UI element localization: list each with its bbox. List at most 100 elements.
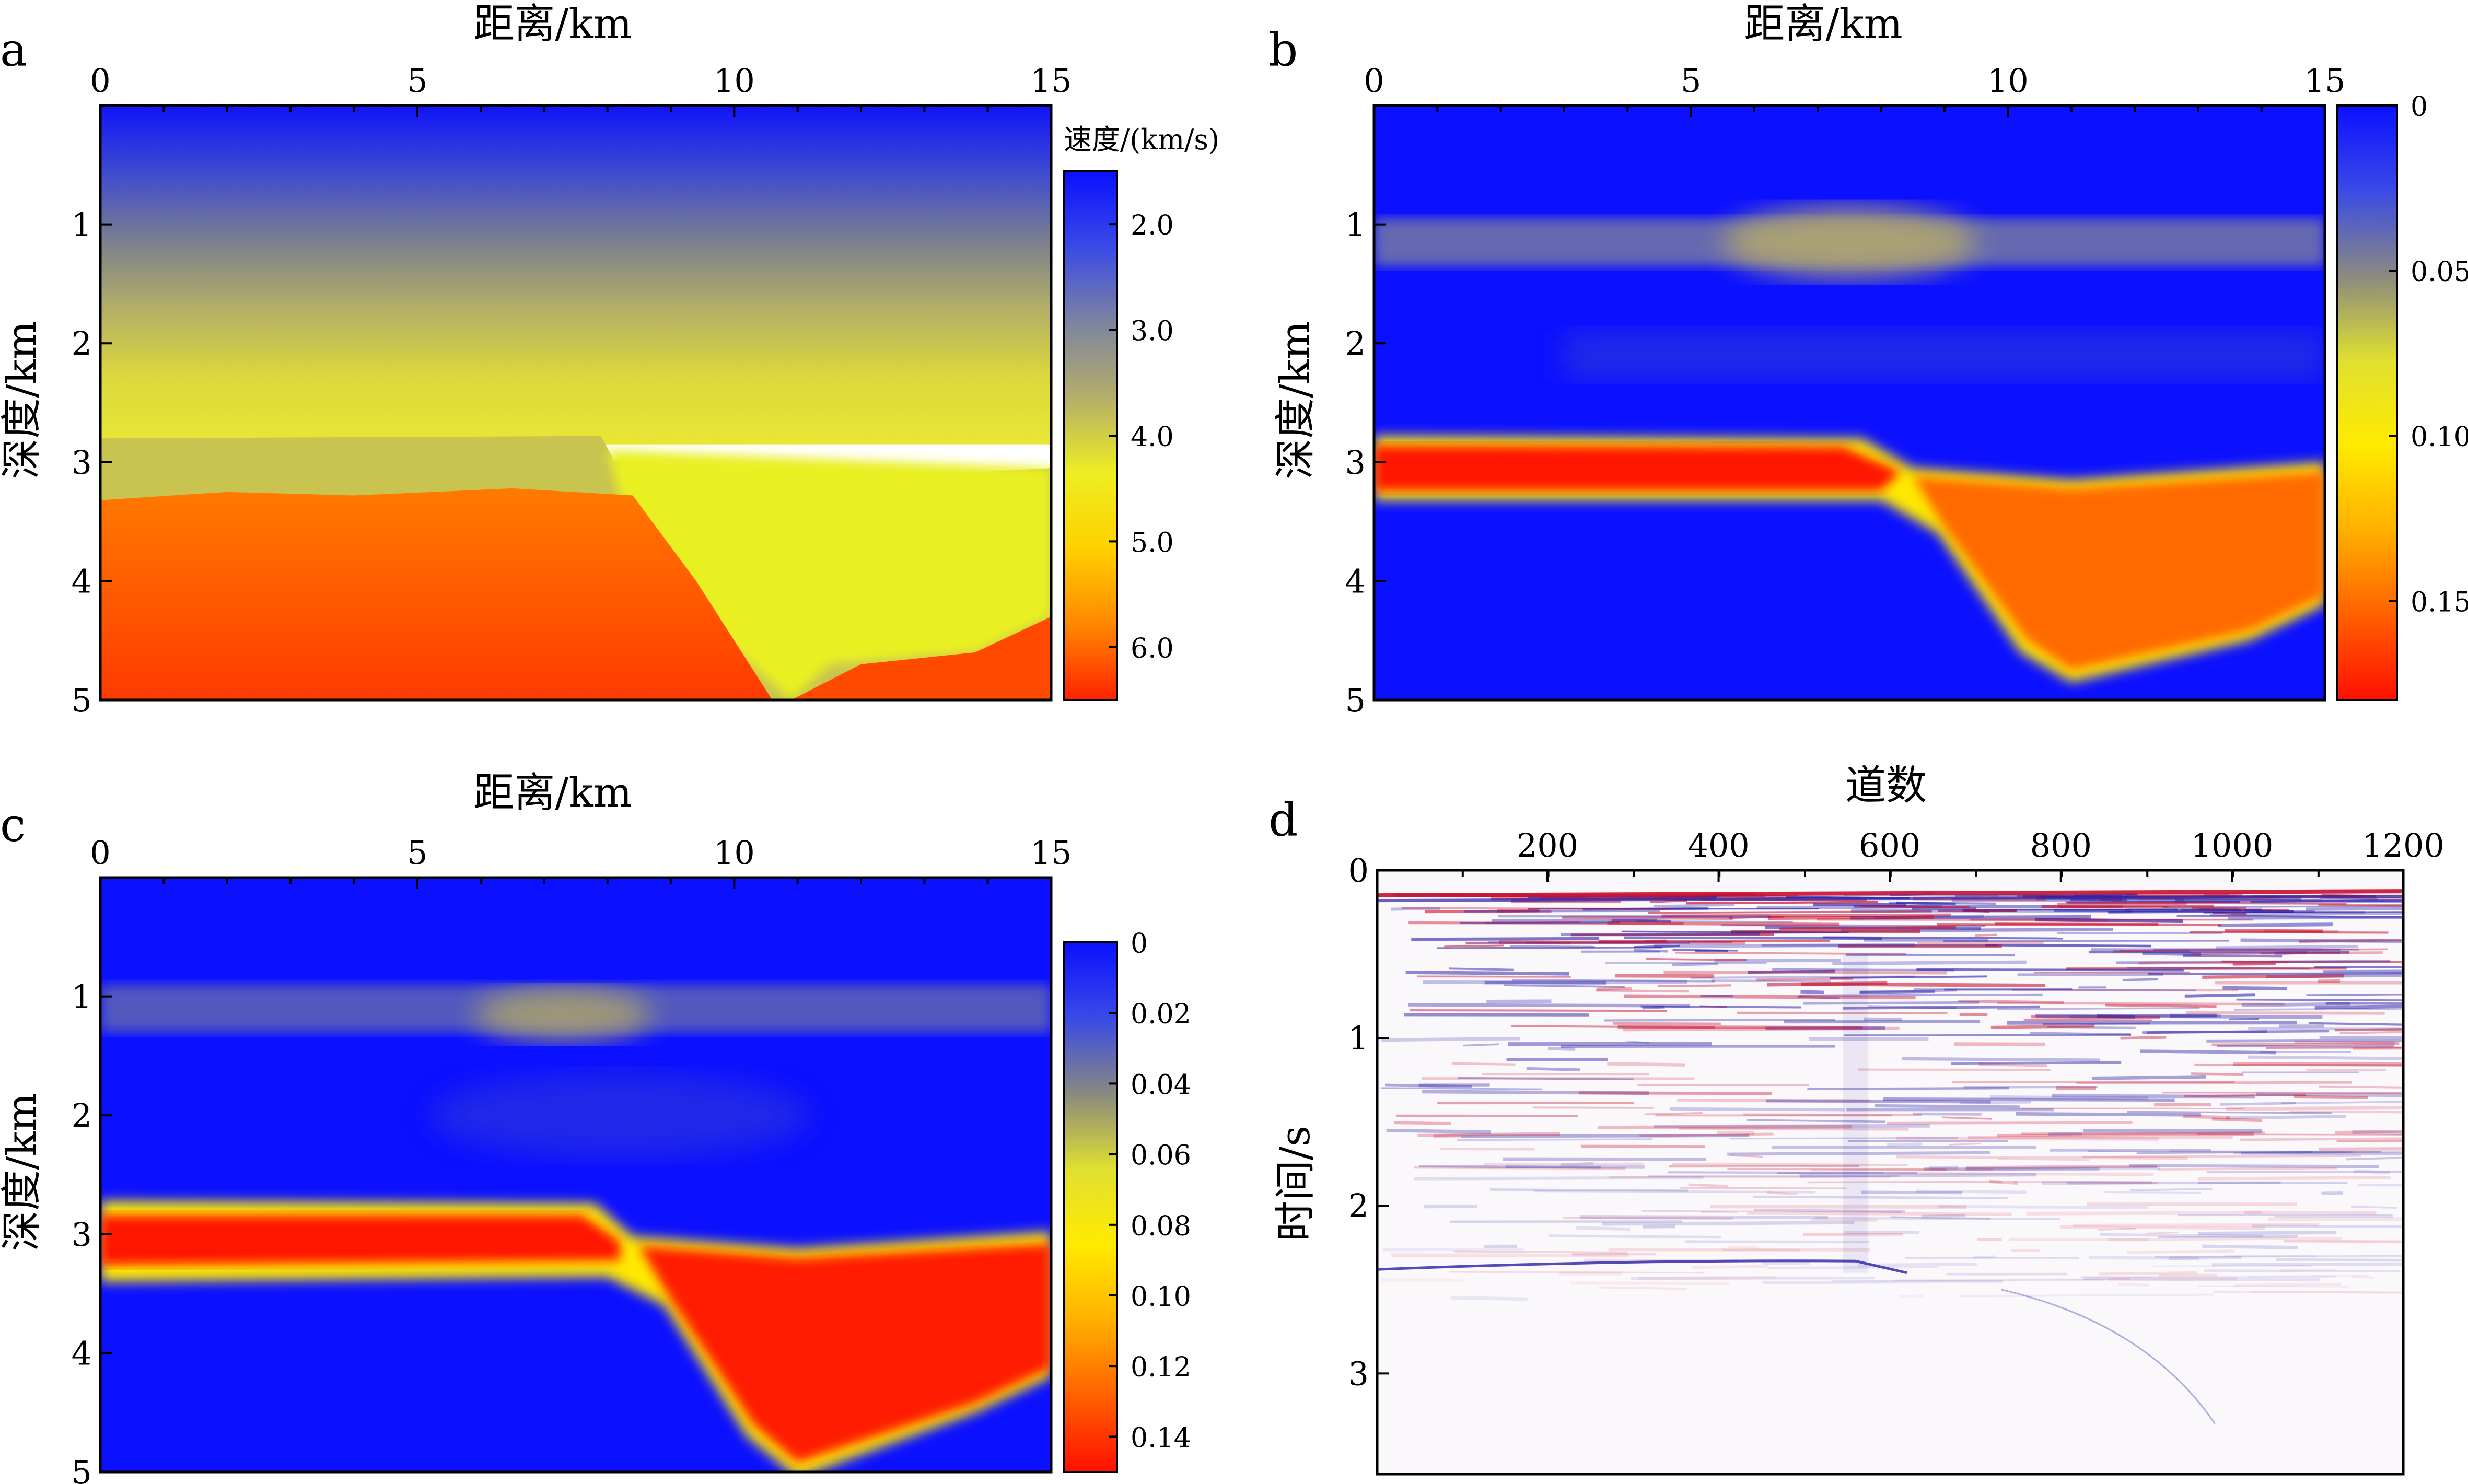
reflector-trace	[1807, 1086, 2009, 1091]
reflector-trace	[1814, 1217, 2060, 1221]
reflector-trace	[2082, 1154, 2361, 1159]
reflector-trace	[1811, 1219, 1878, 1222]
reflector-trace	[1887, 1142, 1922, 1147]
reflector-trace	[1679, 1127, 1909, 1131]
reflector-trace	[1762, 1280, 2003, 1284]
reflector-trace	[1692, 1265, 1769, 1269]
reflector-trace	[2066, 967, 2347, 970]
reflector-trace	[1457, 1138, 1653, 1141]
reflector-trace	[1913, 1112, 1982, 1116]
reflector-trace	[1929, 1165, 1959, 1170]
reflector-trace	[1753, 1208, 1905, 1213]
panel-label-c: c	[0, 798, 26, 852]
reflector-trace	[2248, 1055, 2403, 1060]
reflector-trace	[1843, 1005, 2040, 1010]
reflector-trace	[2218, 922, 2333, 928]
reflector-trace	[1648, 910, 1932, 914]
colorbar-tick-label-c: 0.10	[1131, 1281, 1191, 1313]
reflector-trace	[1498, 915, 1771, 918]
reflector-trace	[1990, 1024, 2095, 1029]
reflector-trace	[2232, 1062, 2403, 1066]
reflector-trace	[2116, 960, 2391, 964]
deep-reflector	[1377, 1259, 1907, 1275]
reflector-trace	[1813, 903, 1906, 907]
reflector-trace	[1486, 999, 1552, 1003]
reflector-trace	[2176, 914, 2403, 918]
colorbar-tick-label-c: 0.12	[1131, 1352, 1191, 1383]
reflector-trace	[2250, 1291, 2403, 1294]
reflector-trace	[1799, 1173, 2036, 1178]
reflector-trace	[2031, 1015, 2160, 1019]
reflector-trace	[2280, 1268, 2336, 1272]
basin-core-b	[1913, 472, 2325, 671]
reflector-trace	[1453, 1250, 1628, 1254]
reflector-trace	[2210, 913, 2403, 916]
reflector-trace	[2250, 899, 2403, 903]
reflector-trace	[2021, 1131, 2265, 1136]
reflector-trace	[1772, 968, 1954, 972]
reflector-trace	[2198, 1285, 2349, 1288]
reflector-trace	[2354, 1170, 2390, 1174]
reflector-trace	[2203, 911, 2403, 914]
reflector-trace	[2284, 1240, 2403, 1243]
reflector-trace	[1534, 1189, 1815, 1194]
panel-label-a: a	[0, 23, 27, 77]
reflector-trace	[2191, 951, 2383, 955]
y-tick-label-c: 5	[72, 1453, 92, 1484]
reflector-trace	[1634, 949, 1669, 953]
reflector-trace	[2339, 1031, 2403, 1034]
reflector-trace	[2256, 1092, 2403, 1097]
reflector-trace	[1768, 1266, 1939, 1269]
y-tick-label-b: 4	[1345, 562, 1366, 600]
reflector-trace	[2226, 1106, 2403, 1111]
reflector-trace	[2178, 1214, 2393, 1217]
reflector-trace	[1677, 1099, 1870, 1102]
reflector-trace	[1861, 1190, 1962, 1195]
reflector-trace	[1893, 1278, 2130, 1281]
reflector-trace	[1830, 975, 1987, 979]
reflector-trace	[2091, 1075, 2206, 1080]
reflector-trace	[2169, 1255, 2242, 1260]
reflector-trace	[2035, 1013, 2135, 1019]
reflector-trace	[2206, 1039, 2403, 1043]
reflector-trace	[2306, 907, 2403, 911]
reflector-trace	[1488, 941, 1690, 944]
reflector-trace	[2350, 1275, 2374, 1279]
reflector-trace	[2274, 950, 2308, 955]
reflector-trace	[1402, 907, 1672, 910]
reflector-trace	[1767, 915, 1934, 920]
reflector-trace	[1607, 921, 1840, 927]
reflector-trace	[1975, 933, 1997, 937]
reflector-trace	[1896, 901, 1956, 906]
reflector-trace	[2308, 1022, 2403, 1026]
reflector-trace	[1464, 909, 1660, 913]
reflector-trace	[2142, 951, 2201, 956]
panel-label-d: d	[1268, 793, 1298, 847]
colorbar-gradient-c	[1063, 941, 1118, 1473]
panel-d: d 道数 时间/s 200 400 600 800 1000 1200 0 1 2 3	[1268, 762, 2444, 1476]
y-tick-label-a: 4	[72, 562, 92, 600]
x-tick-label-a: 10	[714, 62, 755, 100]
slab-core-b	[1374, 445, 1901, 491]
y-tick-label-b: 5	[1345, 681, 1366, 719]
reflector-trace	[1860, 989, 1957, 994]
xlabel-a: 距离/km	[473, 1, 632, 48]
reflector-trace	[2140, 1049, 2277, 1055]
reflector-trace	[2158, 1235, 2298, 1238]
colorbar-tick-label-c: 0.14	[1131, 1422, 1191, 1454]
reflector-trace	[1966, 1164, 2157, 1170]
reflector-trace	[1896, 1136, 2159, 1141]
colorbar-gradient-b	[2336, 104, 2398, 701]
reflector-trace	[1638, 1275, 1776, 1281]
colorbar-title-a: 速度/(km/s)	[1064, 123, 1219, 156]
reflector-trace	[2103, 1191, 2202, 1194]
reflector-trace	[2130, 1188, 2213, 1191]
reflector-trace	[1716, 1131, 1755, 1135]
basin-core-c	[639, 1244, 1051, 1463]
reflector-trace	[1642, 1006, 1665, 1010]
reflector-trace	[1499, 940, 1745, 945]
reflector-trace	[2099, 1271, 2197, 1276]
reflector-trace	[2152, 1265, 2312, 1268]
plot-area-c: 0 5 10 15 1 2 3 4 5	[72, 834, 1072, 1484]
